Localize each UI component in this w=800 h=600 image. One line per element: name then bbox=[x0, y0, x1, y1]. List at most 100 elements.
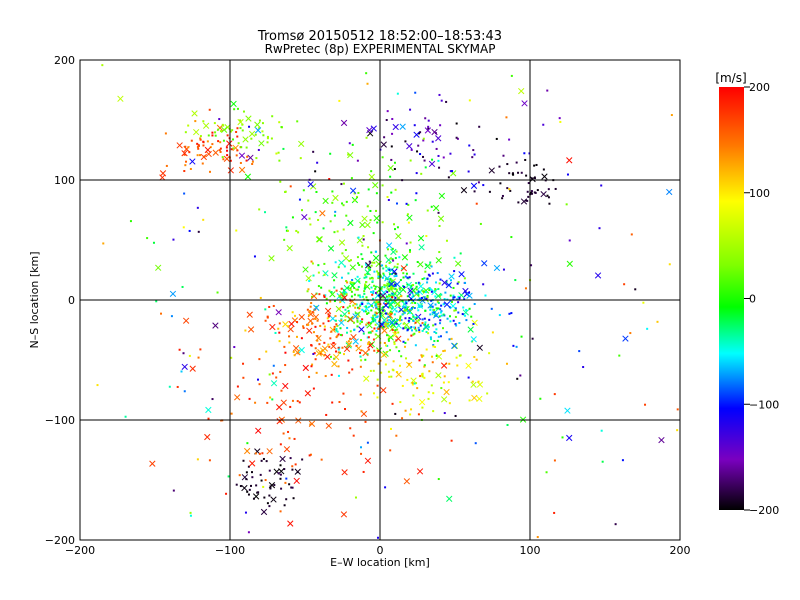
scatter-point bbox=[406, 328, 409, 331]
scatter-point bbox=[302, 326, 305, 329]
scatter-point bbox=[391, 402, 394, 405]
scatter-point bbox=[309, 423, 312, 426]
scatter-point bbox=[393, 223, 396, 226]
scatter-point-x bbox=[399, 123, 406, 130]
scatter-point-x bbox=[202, 122, 210, 129]
scatter-point-x bbox=[470, 336, 477, 343]
scatter-point bbox=[398, 256, 401, 259]
scatter-point-x bbox=[312, 313, 320, 321]
scatter-point bbox=[670, 114, 673, 117]
scatter-point bbox=[553, 393, 556, 396]
scatter-point bbox=[509, 189, 512, 192]
scatter-point bbox=[448, 362, 451, 365]
scatter-point bbox=[455, 324, 458, 327]
scatter-point bbox=[506, 187, 509, 190]
scatter-point bbox=[402, 305, 405, 308]
scatter-point bbox=[392, 287, 395, 290]
scatter-point bbox=[311, 363, 314, 366]
scatter-point-x bbox=[364, 221, 371, 229]
scatter-point bbox=[412, 319, 415, 322]
scatter-point bbox=[397, 303, 400, 306]
scatter-point bbox=[421, 322, 424, 325]
scatter-point bbox=[367, 321, 370, 324]
scatter-point bbox=[335, 350, 338, 353]
scatter-point bbox=[430, 265, 433, 268]
scatter-point bbox=[410, 317, 413, 320]
scatter-point bbox=[278, 121, 281, 124]
scatter-point bbox=[353, 199, 356, 202]
scatter-point bbox=[385, 119, 388, 122]
scatter-point-x bbox=[418, 244, 425, 251]
scatter-point bbox=[231, 129, 234, 132]
scatter-point bbox=[405, 272, 408, 275]
scatter-point bbox=[417, 281, 420, 284]
scatter-point bbox=[342, 289, 345, 292]
scatter-point bbox=[629, 332, 632, 335]
scatter-point bbox=[445, 280, 448, 283]
scatter-point bbox=[524, 199, 527, 202]
scatter-point bbox=[334, 315, 337, 318]
scatter-point bbox=[344, 249, 347, 252]
scatter-point bbox=[404, 140, 407, 143]
scatter-point bbox=[354, 496, 357, 499]
scatter-point bbox=[344, 319, 347, 322]
x-tick-label: 200 bbox=[670, 544, 691, 557]
scatter-point bbox=[402, 272, 405, 275]
scatter-point-x bbox=[333, 353, 340, 361]
scatter-point bbox=[258, 452, 261, 455]
scatter-point bbox=[427, 125, 430, 128]
scatter-point bbox=[368, 266, 371, 269]
scatter-point bbox=[427, 391, 430, 394]
scatter-point bbox=[298, 401, 301, 404]
scatter-point-x bbox=[380, 387, 387, 394]
scatter-point bbox=[448, 306, 451, 309]
scatter-point bbox=[421, 329, 424, 332]
scatter-point bbox=[284, 364, 287, 367]
scatter-point bbox=[309, 305, 312, 308]
scatter-point bbox=[340, 287, 343, 290]
scatter-point bbox=[285, 229, 288, 232]
scatter-point bbox=[395, 339, 398, 342]
scatter-point bbox=[390, 145, 393, 148]
scatter-point bbox=[371, 280, 374, 283]
scatter-point bbox=[391, 247, 394, 250]
scatter-point bbox=[189, 511, 192, 514]
scatter-point bbox=[414, 199, 417, 202]
scatter-point bbox=[510, 74, 513, 77]
scatter-point bbox=[194, 120, 197, 123]
scatter-point bbox=[207, 417, 210, 420]
scatter-point-x bbox=[355, 345, 362, 352]
scatter-point bbox=[236, 135, 239, 138]
scatter-point bbox=[347, 359, 350, 362]
scatter-point bbox=[309, 310, 312, 313]
scatter-point bbox=[511, 172, 514, 175]
scatter-point bbox=[515, 161, 518, 164]
scatter-point bbox=[381, 310, 384, 313]
scatter-point bbox=[443, 412, 446, 415]
scatter-point bbox=[394, 283, 397, 286]
scatter-point bbox=[477, 380, 480, 383]
scatter-point bbox=[408, 320, 411, 323]
scatter-point-x bbox=[242, 136, 249, 143]
scatter-point bbox=[329, 152, 332, 155]
scatter-point-x bbox=[226, 140, 233, 147]
scatter-point bbox=[439, 335, 442, 338]
scatter-point-x bbox=[395, 371, 402, 378]
scatter-point bbox=[261, 122, 264, 125]
scatter-point bbox=[553, 511, 556, 514]
scatter-point bbox=[438, 294, 441, 297]
scatter-point-x bbox=[244, 173, 252, 180]
scatter-point bbox=[214, 134, 217, 137]
scatter-point bbox=[292, 497, 295, 500]
scatter-point-x bbox=[331, 272, 338, 279]
scatter-point-x bbox=[181, 363, 188, 371]
scatter-point bbox=[413, 332, 416, 335]
scatter-point bbox=[431, 305, 434, 308]
scatter-point bbox=[236, 127, 239, 130]
scatter-point bbox=[404, 275, 407, 278]
scatter-point bbox=[390, 191, 393, 194]
scatter-point bbox=[354, 312, 357, 315]
scatter-point bbox=[527, 195, 530, 198]
scatter-point bbox=[598, 227, 601, 230]
scatter-point bbox=[359, 393, 362, 396]
